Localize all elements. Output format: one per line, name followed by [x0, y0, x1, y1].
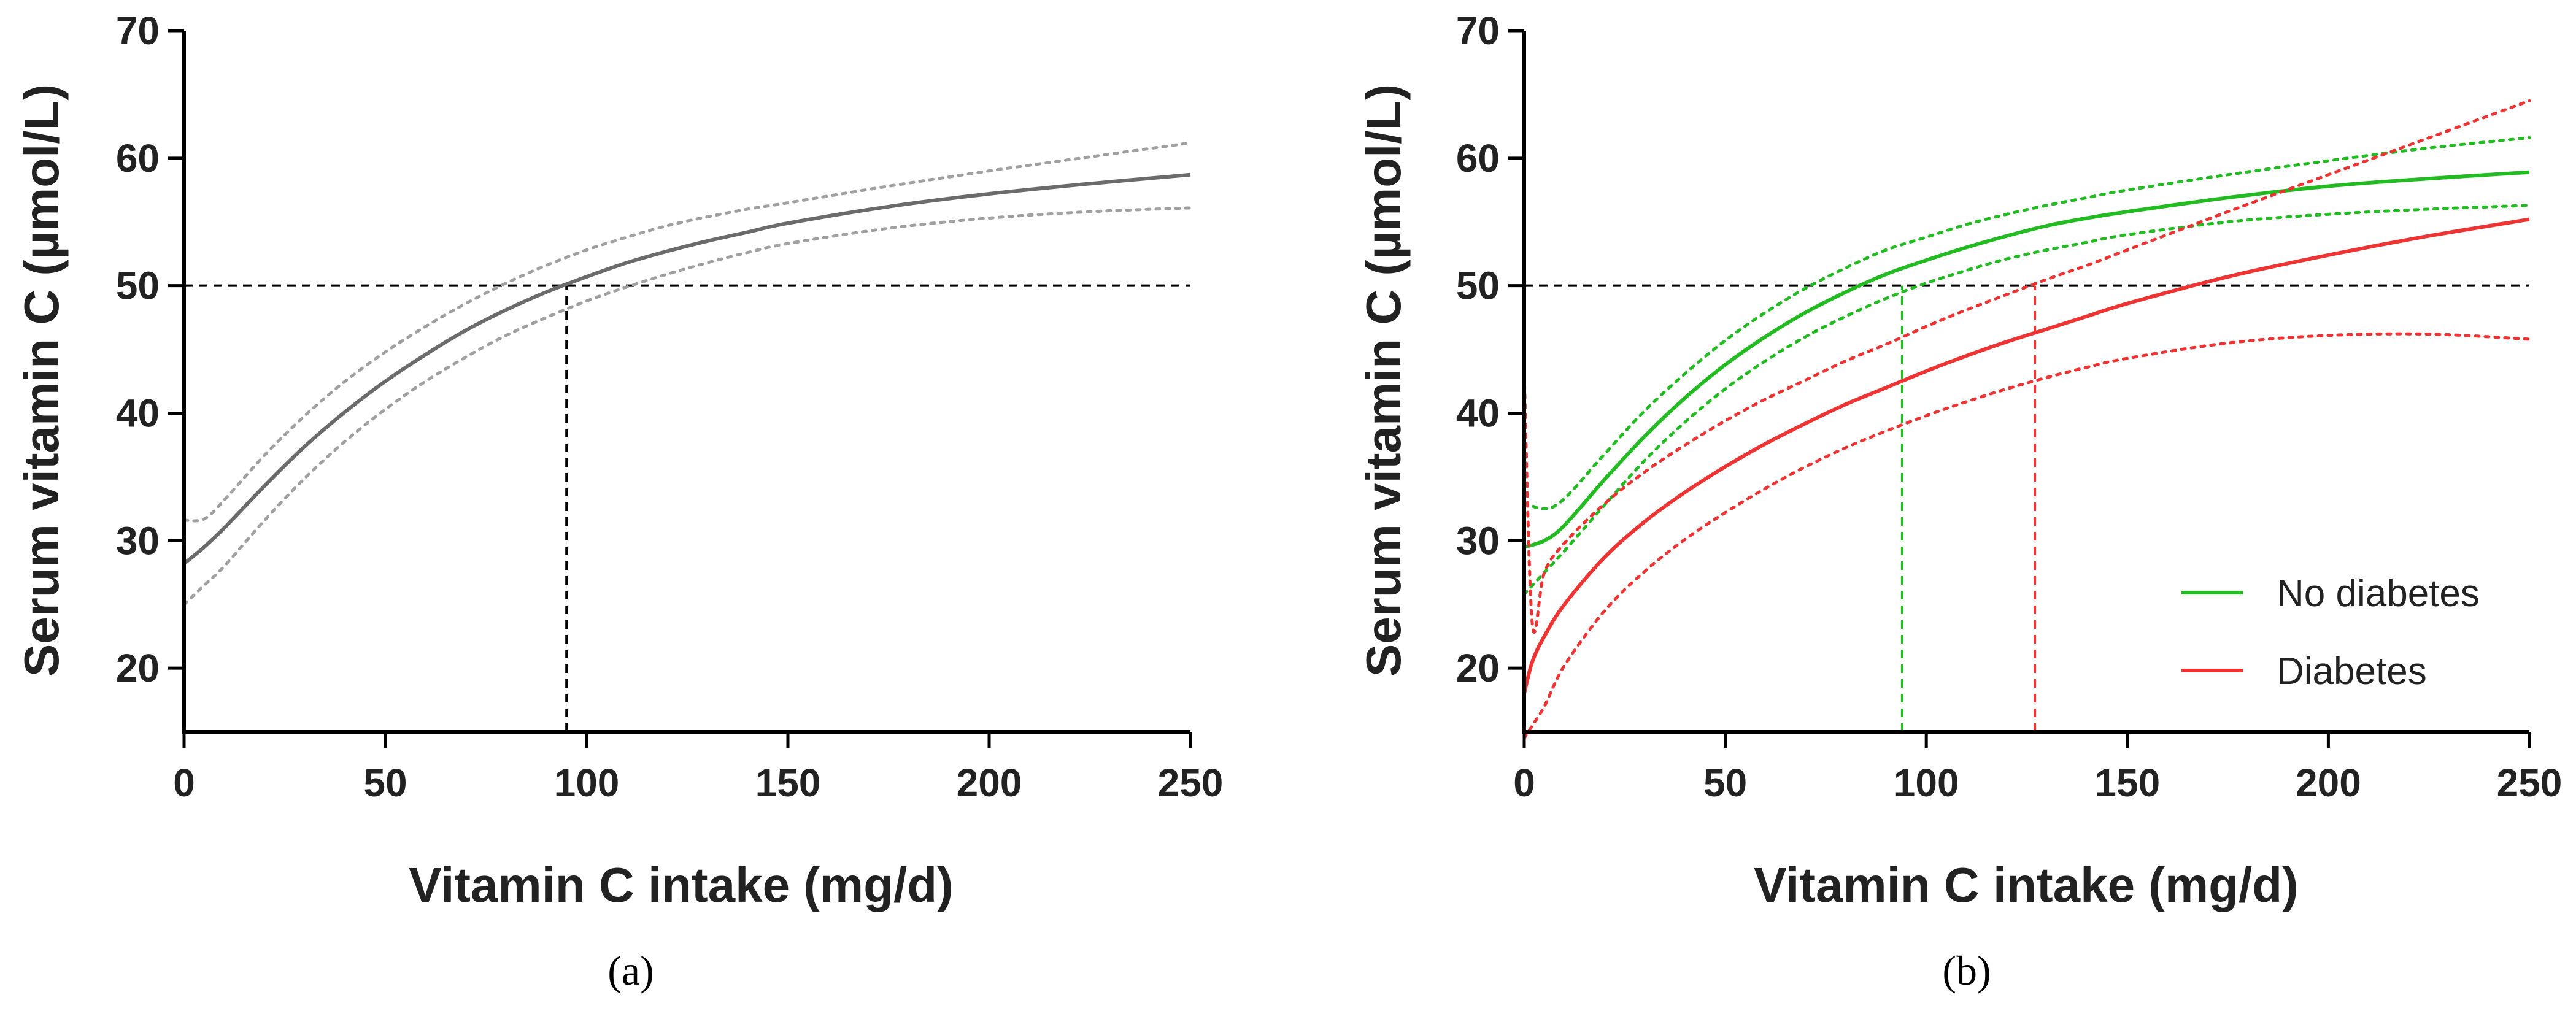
- panel-a: 20 30 40 50 60 70 0 50 100 150 200 250 V…: [14, 9, 1223, 994]
- x-tick-label: 150: [755, 761, 821, 805]
- y-tick-label: 70: [1456, 9, 1500, 53]
- y-tick-label: 50: [1456, 264, 1500, 308]
- y-tick-label: 20: [1456, 646, 1500, 690]
- x-tick-label: 0: [1513, 761, 1535, 805]
- x-tick-label: 0: [173, 761, 195, 805]
- y-tick-label: 30: [1456, 518, 1500, 563]
- x-tick-label: 250: [1158, 761, 1224, 805]
- panel-a-ref-lines: [184, 284, 1190, 732]
- series-line-overall: [183, 172, 1191, 566]
- series-line-diabetes: [1522, 217, 2530, 694]
- ci-lower-line-diabetes: [1522, 332, 2531, 740]
- legend-label-no-diabetes: No diabetes: [2277, 572, 2480, 615]
- x-tick-label: 100: [1894, 761, 1959, 805]
- panel-b: 20 30 40 50 60 70 0 50 100 150 200 250 V…: [1356, 9, 2562, 994]
- y-tick-label: 60: [116, 136, 160, 180]
- x-tick-label: 250: [2497, 761, 2563, 805]
- x-tick-label: 100: [554, 761, 620, 805]
- x-tick-label: 50: [1703, 761, 1747, 805]
- y-tick-label: 40: [116, 391, 160, 435]
- y-tick-label: 30: [116, 518, 160, 563]
- ci-upper-line-no-diabetes: [1522, 136, 2531, 510]
- x-tick-label: 200: [2296, 761, 2361, 805]
- ci-lower-line-no-diabetes: [1522, 204, 2531, 596]
- panel-a-series: [182, 141, 1192, 606]
- legend: No diabetes Diabetes: [2181, 572, 2480, 693]
- ci-upper-line-overall: [182, 141, 1192, 523]
- x-tick-label: 200: [957, 761, 1022, 805]
- panel-label-a: (a): [607, 947, 654, 994]
- ci-lower-line-overall: [182, 206, 1192, 606]
- y-axis-title: Serum vitamin C (µmol/L): [1356, 84, 1411, 677]
- x-axis-title: Vitamin C intake (mg/d): [1754, 858, 2299, 912]
- y-tick-label: 50: [116, 264, 160, 308]
- y-tick-label: 60: [1456, 136, 1500, 180]
- legend-label-diabetes: Diabetes: [2277, 650, 2427, 693]
- x-tick-label: 50: [363, 761, 407, 805]
- y-tick-label: 20: [116, 646, 160, 690]
- panel-b-series: [1522, 99, 2531, 740]
- y-tick-label: 40: [1456, 391, 1500, 435]
- panel-label-b: (b): [1942, 947, 1991, 994]
- series-line-no-diabetes: [1524, 170, 2530, 549]
- x-axis-title: Vitamin C intake (mg/d): [409, 858, 954, 912]
- y-tick-label: 70: [116, 9, 160, 53]
- y-axis-title: Serum vitamin C (µmol/L): [14, 84, 69, 677]
- x-tick-label: 150: [2094, 761, 2160, 805]
- ci-upper-line-diabetes: [1522, 99, 2531, 634]
